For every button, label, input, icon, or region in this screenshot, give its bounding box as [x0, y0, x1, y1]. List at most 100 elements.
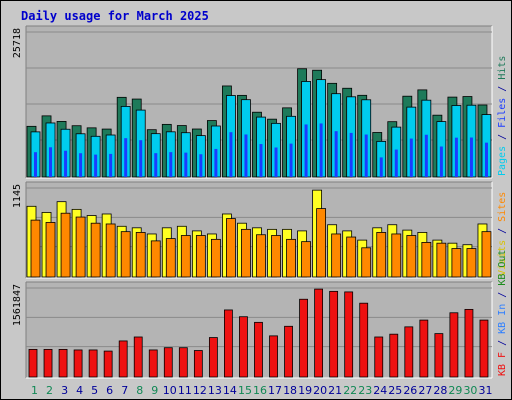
bar-hits-inner: [109, 153, 113, 177]
day-label: 18: [283, 384, 297, 397]
y-max-label-mid: 1145: [12, 184, 23, 208]
bar-sites: [391, 233, 402, 278]
day-label: 7: [121, 384, 128, 397]
bar-kb-f: [464, 308, 474, 378]
panel-top: 25718 Pages / Files / Hits: [12, 25, 508, 179]
day-label: 27: [418, 384, 432, 397]
day-labels: 1 2 3 4 5 6 7 8 9 10 11 12 13 14 15 16 17 18 19 20 21 22 23 24 2…: [31, 384, 492, 397]
bar-hits-inner: [199, 154, 203, 177]
bar-kb-f: [389, 333, 399, 378]
legend-entry: /: [497, 286, 508, 304]
bar-kb-f: [58, 348, 68, 378]
bar-sites: [180, 235, 191, 278]
bar-hits-inner: [304, 124, 308, 177]
bar-hits-inner: [154, 153, 158, 177]
bar-kb-f: [28, 348, 38, 378]
chart-panels: 25718 Pages / Files / Hits 1145 Visits / Si…: [12, 25, 508, 379]
bar-sites: [241, 228, 251, 278]
bar-sites: [75, 216, 86, 278]
bar-sites: [165, 238, 176, 278]
bar-hits-inner: [244, 134, 248, 177]
legend-entry: Pages: [497, 146, 508, 176]
day-label: 31: [478, 384, 492, 397]
bar-sites: [316, 208, 327, 278]
bar-sites: [301, 241, 311, 278]
day-label: 13: [208, 384, 222, 397]
bar-hits-inner: [184, 152, 188, 177]
bar-hits-inner: [454, 137, 458, 177]
bar-sites: [436, 242, 447, 278]
bar-hits-inner: [139, 140, 143, 177]
bar-kb-f: [479, 319, 489, 378]
day-label: 17: [268, 384, 282, 397]
day-label: 29: [448, 384, 462, 397]
day-label: 4: [76, 384, 83, 397]
bar-sites: [376, 232, 387, 278]
day-label: 24: [373, 384, 387, 397]
bar-sites: [466, 248, 477, 278]
bar-hits-inner: [289, 143, 293, 177]
bar-sites: [210, 238, 221, 278]
bar-hits-inner: [334, 131, 338, 177]
y-max-label-bottom: 1561847: [12, 284, 23, 326]
bar-hits-inner: [94, 154, 98, 177]
legend-bottom: KB F / KB In / KB Out: [497, 250, 508, 376]
legend-entry: /: [497, 334, 508, 352]
legend-entry: Files: [497, 98, 508, 128]
day-label: 11: [178, 384, 192, 397]
bar-kb-f: [254, 321, 263, 378]
bar-kb-f: [329, 290, 339, 378]
bar-sites: [271, 235, 281, 278]
bar-hits-inner: [49, 147, 53, 177]
legend-entry: /: [497, 80, 508, 98]
bar-hits-inner: [64, 150, 68, 177]
bar-hits-inner: [274, 147, 278, 177]
day-label: 5: [91, 384, 98, 397]
day-label: 6: [106, 384, 113, 397]
bar-sites: [105, 223, 116, 278]
panel-mid: 1145 Visits / Sites: [12, 181, 508, 279]
bar-kb-f: [359, 302, 369, 378]
bar-sites: [195, 235, 206, 278]
day-label: 10: [163, 384, 177, 397]
day-label: 25: [388, 384, 402, 397]
day-label: 14: [223, 384, 237, 397]
bar-sites: [135, 232, 146, 278]
bar-kb-f: [118, 340, 128, 378]
bar-hits-inner: [484, 142, 488, 177]
bar-kb-f: [434, 333, 444, 378]
bar-kb-f: [449, 312, 459, 378]
bar-hits-inner: [409, 138, 413, 177]
bar-kb-f: [208, 337, 218, 378]
day-label: 9: [151, 384, 158, 397]
bar-kb-f: [163, 347, 173, 378]
day-label: 30: [463, 384, 477, 397]
bar-kb-f: [193, 350, 203, 378]
day-label: 28: [433, 384, 447, 397]
day-label: 12: [193, 384, 207, 397]
bar-kb-f: [178, 347, 188, 378]
day-label: 2: [46, 384, 53, 397]
chart-title: Daily usage for March 2025: [21, 9, 209, 23]
bar-sites: [30, 219, 41, 278]
bar-sites: [481, 231, 492, 278]
legend-entry: Visits: [497, 240, 508, 276]
bar-sites: [346, 236, 357, 278]
legend-top: Pages / Files / Hits: [497, 56, 508, 176]
bar-sites: [286, 238, 296, 278]
bar-hits-inner: [439, 146, 443, 177]
bar-kb-f: [374, 336, 384, 378]
y-max-label-top: 25718: [12, 28, 23, 58]
legend-entry: Sites: [497, 192, 508, 222]
day-label: 15: [238, 384, 252, 397]
day-label: 21: [328, 384, 342, 397]
day-label: 19: [298, 384, 312, 397]
bar-kb-f: [314, 288, 324, 378]
day-label: 1: [31, 384, 38, 397]
bar-sites: [45, 222, 56, 278]
bar-sites: [150, 240, 161, 278]
bar-hits-inner: [379, 157, 383, 177]
day-label: 20: [313, 384, 327, 397]
